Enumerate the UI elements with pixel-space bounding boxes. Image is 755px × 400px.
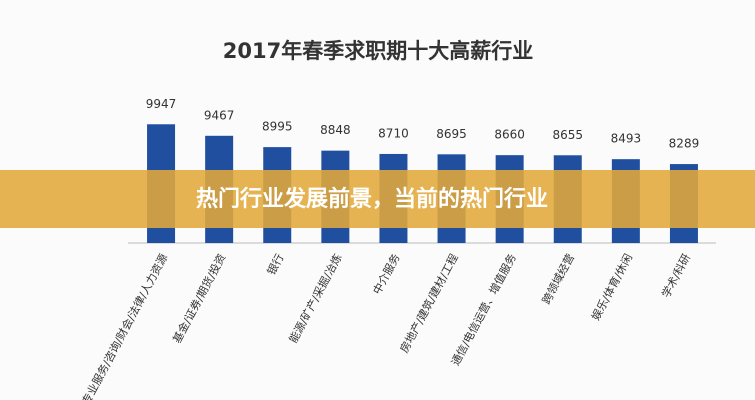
data-label: 8660 — [494, 128, 525, 142]
banner-background — [0, 170, 755, 228]
data-label: 9947 — [146, 97, 177, 111]
data-label: 8493 — [611, 132, 642, 146]
data-label: 8695 — [436, 127, 467, 141]
data-label: 8848 — [320, 123, 351, 137]
data-label: 8710 — [378, 126, 409, 140]
data-label: 8289 — [669, 137, 700, 151]
chart-title: 2017年春季求职期十大高薪行业 — [223, 39, 533, 63]
data-label: 9467 — [204, 108, 235, 122]
data-label: 8995 — [262, 120, 293, 134]
data-label: 8655 — [552, 128, 583, 142]
banner-text: 热门行业发展前景，当前的热门行业 — [196, 186, 548, 212]
